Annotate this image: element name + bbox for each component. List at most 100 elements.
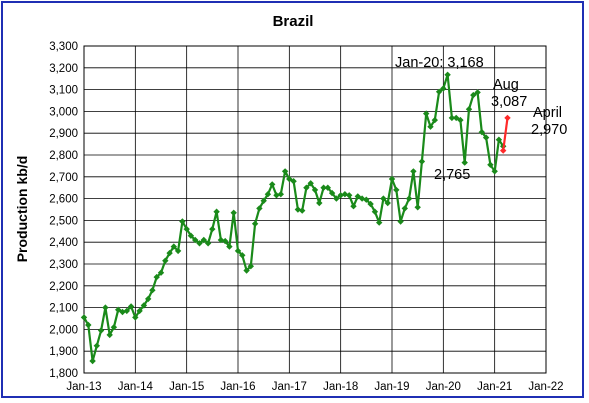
data-point-marker xyxy=(89,357,96,365)
data-point-marker xyxy=(363,196,370,203)
y-axis-ticks: 1,800 1,900 2,000 2,100 2,200 2,300 2,400 2,500… xyxy=(49,41,78,380)
data-point-marker xyxy=(239,252,246,259)
data-point-marker xyxy=(226,243,233,250)
data-point-marker xyxy=(264,191,272,198)
data-point-marker xyxy=(427,123,434,130)
data-point-marker xyxy=(504,114,511,122)
data-point-marker xyxy=(260,197,267,204)
data-point-marker xyxy=(470,91,477,99)
data-point-marker xyxy=(123,307,130,315)
data-point-marker xyxy=(85,321,92,329)
data-point-marker xyxy=(444,71,451,78)
data-point-marker xyxy=(145,295,152,303)
data-point-marker xyxy=(384,199,391,207)
data-point-marker xyxy=(247,263,254,270)
data-point-marker xyxy=(269,181,276,188)
data-point-marker xyxy=(388,175,396,183)
data-point-marker xyxy=(132,314,139,321)
data-point-marker xyxy=(367,200,374,208)
data-point-marker xyxy=(115,306,122,313)
data-point-marker xyxy=(380,195,387,202)
data-point-marker xyxy=(500,147,507,154)
data-point-marker xyxy=(97,327,105,334)
y-tick-label: 3,200 xyxy=(49,63,78,75)
data-point-marker xyxy=(418,158,426,165)
data-point-marker xyxy=(371,208,379,215)
x-tick-label: Jan-17 xyxy=(272,381,307,393)
data-point-marker xyxy=(127,303,135,310)
y-tick-label: 2,200 xyxy=(49,281,78,293)
data-point-marker xyxy=(204,240,212,247)
data-point-marker xyxy=(350,203,357,210)
data-point-marker xyxy=(482,134,490,141)
data-point-marker xyxy=(435,88,443,95)
x-tick-label: Jan-14 xyxy=(118,381,154,393)
data-point-marker xyxy=(136,307,143,315)
data-point-marker xyxy=(311,186,319,194)
y-tick-label: 2,800 xyxy=(49,150,78,162)
x-tick-label: Jan-18 xyxy=(323,381,358,393)
data-point-marker xyxy=(149,287,156,294)
data-point-marker xyxy=(162,257,169,264)
annotation-april-label: April xyxy=(533,105,562,121)
data-point-marker xyxy=(316,199,323,207)
y-tick-label: 2,400 xyxy=(49,237,78,249)
chart-title: Brazil xyxy=(273,13,314,30)
y-tick-label: 2,900 xyxy=(49,128,78,140)
y-tick-label: 3,100 xyxy=(49,85,78,97)
y-tick-label: 2,500 xyxy=(49,215,78,227)
data-point-marker xyxy=(183,225,190,233)
data-point-marker xyxy=(174,247,182,255)
data-point-marker xyxy=(453,114,460,122)
x-tick-label: Jan-15 xyxy=(169,381,204,393)
data-point-marker xyxy=(431,116,438,124)
annotation-aug-label: Aug xyxy=(493,77,519,93)
data-point-marker xyxy=(290,178,297,185)
series-line-0 xyxy=(83,73,505,363)
data-point-marker xyxy=(153,273,160,281)
data-point-marker xyxy=(320,184,327,191)
data-point-marker xyxy=(187,232,195,239)
data-point-marker xyxy=(474,89,481,96)
x-tick-label: Jan-21 xyxy=(477,381,512,393)
data-point-marker xyxy=(376,219,383,226)
data-point-marker xyxy=(93,342,100,349)
chart-frame: 1,800 1,900 2,000 2,100 2,200 2,300 2,400 2,500… xyxy=(1,1,584,398)
data-point-marker xyxy=(119,308,126,316)
data-point-marker xyxy=(465,106,473,113)
x-axis-ticks: Jan-13 Jan-14 Jan-15 Jan-16 Jan-17 Jan-18 Jan-… xyxy=(66,381,563,393)
data-point-marker xyxy=(401,205,408,212)
x-tick-label: Jan-13 xyxy=(66,381,101,393)
y-tick-label: 2,300 xyxy=(49,259,78,271)
data-point-marker xyxy=(461,159,468,166)
y-axis-label: Production kb/d xyxy=(14,156,30,263)
data-point-marker xyxy=(324,184,331,191)
data-point-marker xyxy=(414,204,421,211)
x-tick-label: Jan-20 xyxy=(426,381,461,393)
y-tick-label: 1,800 xyxy=(49,368,78,380)
data-point-marker xyxy=(209,225,216,233)
annotation-april-value: 2,970 xyxy=(531,122,567,138)
data-point-marker xyxy=(234,247,242,255)
data-point-marker xyxy=(423,110,430,117)
y-tick-label: 2,700 xyxy=(49,172,78,184)
data-point-marker xyxy=(457,116,464,124)
data-point-marker xyxy=(213,208,220,215)
x-tick-label: Jan-16 xyxy=(220,381,255,393)
data-point-marker xyxy=(440,85,447,92)
annotation-aug-value: 3,087 xyxy=(491,94,527,110)
data-point-marker xyxy=(354,193,361,200)
data-point-marker xyxy=(157,269,165,276)
data-point-marker xyxy=(170,243,177,250)
y-tick-label: 3,000 xyxy=(49,106,78,118)
data-point-marker xyxy=(405,195,413,202)
data-point-marker xyxy=(478,128,485,136)
y-tick-label: 3,300 xyxy=(49,41,78,53)
data-series xyxy=(80,71,511,365)
data-point-marker xyxy=(299,207,306,214)
data-point-marker xyxy=(110,324,118,331)
x-tick-label: Jan-19 xyxy=(374,381,409,393)
data-point-marker xyxy=(307,180,314,187)
data-point-marker xyxy=(200,236,207,244)
data-point-marker xyxy=(256,205,263,212)
